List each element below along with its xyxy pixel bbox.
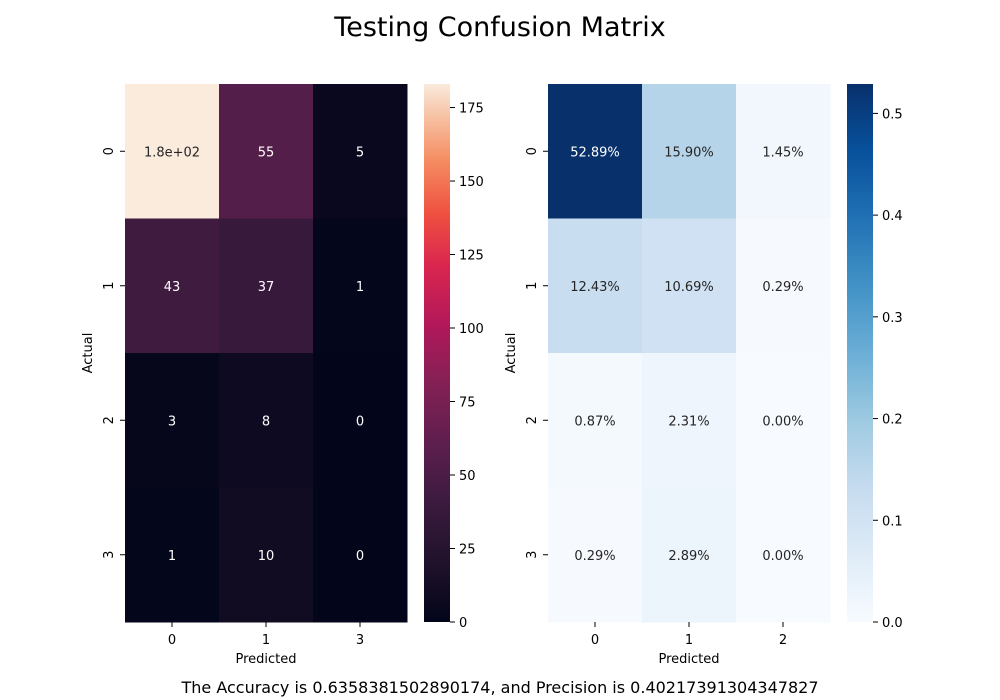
y-axis-label: Actual bbox=[504, 333, 519, 374]
cell-value-label: 12.43% bbox=[570, 280, 620, 295]
y-tick-label: 0 bbox=[525, 147, 540, 155]
colorbar-tick-label: 125 bbox=[459, 249, 484, 264]
cell-value-label: 1.8e+02 bbox=[144, 145, 200, 160]
y-axis-label: Actual bbox=[81, 333, 96, 374]
cell-value-label: 5 bbox=[356, 145, 364, 160]
heatmap-cell bbox=[736, 84, 831, 219]
heatmap-cell bbox=[736, 487, 831, 623]
y-tick-label: 2 bbox=[525, 416, 540, 424]
colorbar-tick-label: 0 bbox=[459, 616, 467, 631]
figure-title: Testing Confusion Matrix bbox=[333, 12, 665, 43]
cell-value-label: 2.31% bbox=[668, 414, 709, 429]
y-tick-label: 1 bbox=[102, 282, 117, 290]
colorbar-tick-label: 0.1 bbox=[882, 514, 903, 529]
heatmap-cell bbox=[548, 487, 643, 623]
heatmap-cell bbox=[125, 84, 220, 219]
cell-value-label: 1.45% bbox=[762, 145, 803, 160]
cell-value-label: 0.00% bbox=[762, 414, 803, 429]
heatmap-cell bbox=[736, 353, 831, 488]
heatmap-cell bbox=[642, 353, 737, 488]
heatmap-cell bbox=[219, 487, 314, 623]
x-tick-label: 2 bbox=[779, 633, 787, 648]
heatmap-cell bbox=[642, 487, 737, 623]
heatmap-cell bbox=[548, 84, 643, 219]
cell-value-label: 2.89% bbox=[668, 549, 709, 564]
cell-value-label: 0.29% bbox=[762, 280, 803, 295]
cell-value-label: 0.29% bbox=[574, 549, 615, 564]
cell-value-label: 0.00% bbox=[762, 549, 803, 564]
colorbar-tick-label: 25 bbox=[459, 543, 476, 558]
cell-value-label: 0 bbox=[356, 549, 364, 564]
colorbar-tick-label: 150 bbox=[459, 175, 484, 190]
cell-value-label: 0.87% bbox=[574, 414, 615, 429]
heatmap-cell bbox=[219, 353, 314, 488]
counts-colorbar: 0 25 50 75 100 125 150 175 bbox=[424, 84, 484, 631]
x-tick-label: 0 bbox=[591, 633, 599, 648]
heatmap-cell bbox=[313, 353, 408, 488]
colorbar-gradient bbox=[847, 84, 873, 622]
heatmap-cell bbox=[313, 487, 408, 623]
cell-value-label: 10 bbox=[258, 549, 275, 564]
cell-value-label: 0 bbox=[356, 414, 364, 429]
cell-value-label: 15.90% bbox=[664, 145, 714, 160]
colorbar-tick-label: 0.3 bbox=[882, 311, 903, 326]
x-tick-label: 3 bbox=[356, 633, 364, 648]
colorbar-tick-label: 0.5 bbox=[882, 107, 903, 122]
y-tick-label: 3 bbox=[525, 551, 540, 559]
accuracy-precision-caption: The Accuracy is 0.6358381502890174, and … bbox=[180, 678, 818, 697]
cell-value-label: 3 bbox=[168, 414, 176, 429]
cell-value-label: 43 bbox=[164, 280, 181, 295]
heatmap-cell bbox=[642, 84, 737, 219]
cell-value-label: 1 bbox=[356, 280, 364, 295]
heatmap-cell bbox=[313, 84, 408, 219]
colorbar-gradient bbox=[424, 84, 450, 622]
colorbar-tick-label: 75 bbox=[459, 396, 476, 411]
x-tick-label: 0 bbox=[168, 633, 176, 648]
cell-value-label: 37 bbox=[258, 280, 275, 295]
heatmap-cell bbox=[125, 353, 220, 488]
cell-value-label: 55 bbox=[258, 145, 275, 160]
cell-value-label: 10.69% bbox=[664, 280, 714, 295]
cell-value-label: 8 bbox=[262, 414, 270, 429]
colorbar-tick-label: 0.2 bbox=[882, 413, 903, 428]
heatmap-cell bbox=[219, 84, 314, 219]
x-axis-label: Predicted bbox=[235, 652, 296, 667]
counts-heatmap: 1.8e+02 55 543 37 13 8 01 10 00 1 30123PredictedAc… bbox=[81, 84, 408, 667]
colorbar-tick-label: 0.0 bbox=[882, 616, 903, 631]
y-tick-label: 0 bbox=[102, 147, 117, 155]
cell-value-label: 1 bbox=[168, 549, 176, 564]
heatmap-cell bbox=[548, 353, 643, 488]
x-tick-label: 1 bbox=[685, 633, 693, 648]
x-tick-label: 1 bbox=[262, 633, 270, 648]
colorbar-tick-label: 50 bbox=[459, 469, 476, 484]
colorbar-tick-label: 175 bbox=[459, 102, 484, 117]
y-tick-label: 1 bbox=[525, 282, 540, 290]
y-tick-label: 2 bbox=[102, 416, 117, 424]
heatmap-cell bbox=[125, 487, 220, 623]
percentage-heatmap: 52.89% 15.90% 1.45% 12.43% 10.69% 0.29% 0.87% 2… bbox=[504, 84, 831, 667]
heatmap-cell bbox=[125, 218, 220, 354]
colorbar-tick-label: 0.4 bbox=[882, 209, 903, 224]
heatmap-cell bbox=[219, 218, 314, 354]
y-tick-label: 3 bbox=[102, 551, 117, 559]
heatmap-cell bbox=[642, 218, 737, 354]
colorbar-tick-label: 100 bbox=[459, 322, 484, 337]
heatmap-cell bbox=[313, 218, 408, 354]
x-axis-label: Predicted bbox=[658, 652, 719, 667]
cell-value-label: 52.89% bbox=[570, 145, 620, 160]
percentage-colorbar: 0.0 0.1 0.2 0.3 0.4 0.5 bbox=[847, 84, 903, 631]
heatmap-cell bbox=[548, 218, 643, 354]
heatmap-cell bbox=[736, 218, 831, 354]
